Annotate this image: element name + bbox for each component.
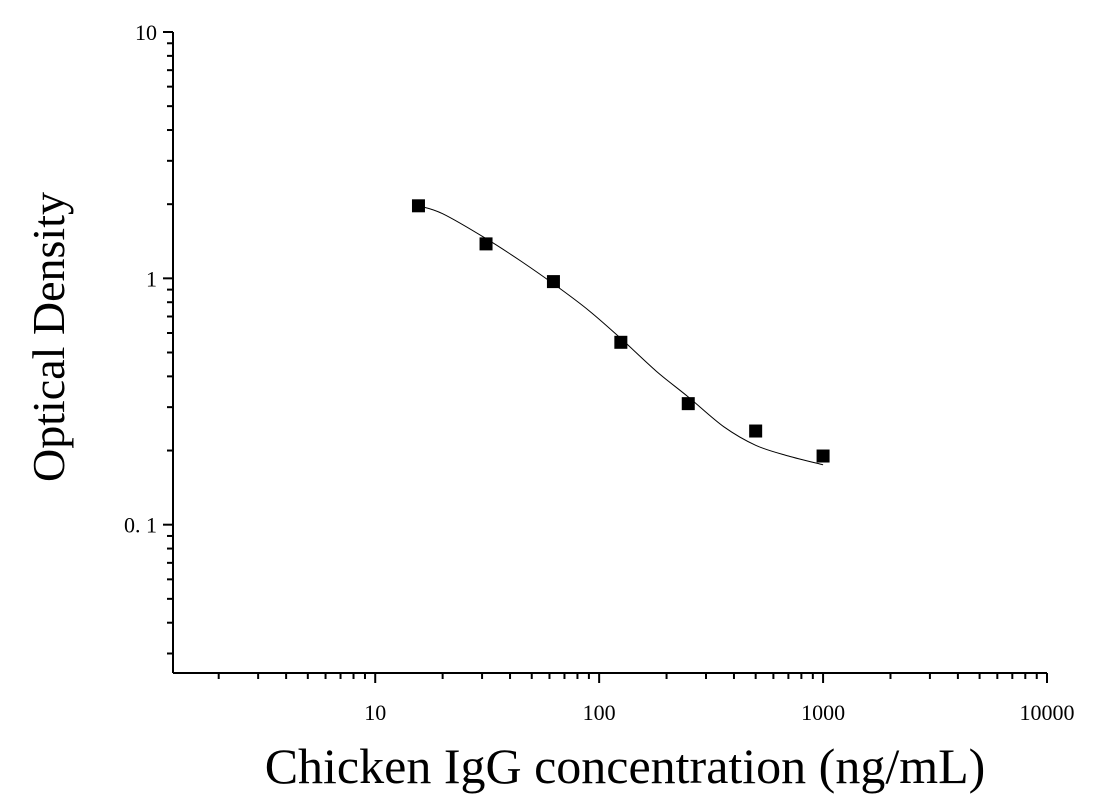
data-point: [479, 237, 493, 251]
x-tick-label: 10: [364, 700, 386, 725]
y-axis-title: Optical Density: [23, 192, 74, 482]
x-tick-label: 100: [583, 700, 616, 725]
data-point: [749, 424, 763, 438]
x-axis-title: Chicken IgG concentration (ng/mL): [265, 738, 986, 794]
x-tick-label: 1000: [801, 700, 845, 725]
y-tick-label: 10: [135, 20, 157, 45]
data-markers: [411, 199, 830, 463]
y-tick-label: 1: [146, 266, 157, 291]
data-point: [411, 199, 425, 213]
tick-labels: 10 100 1000 10000 0. 1 1 10: [124, 20, 1075, 725]
axes: [172, 32, 1047, 674]
y-tick-label: 0. 1: [124, 513, 157, 538]
data-point: [614, 335, 628, 349]
data-point: [546, 275, 560, 289]
x-tick-label: 10000: [1020, 700, 1075, 725]
fit-curve: [418, 205, 824, 466]
data-point: [816, 449, 830, 463]
ticks: [163, 31, 1048, 683]
data-point: [681, 397, 695, 411]
